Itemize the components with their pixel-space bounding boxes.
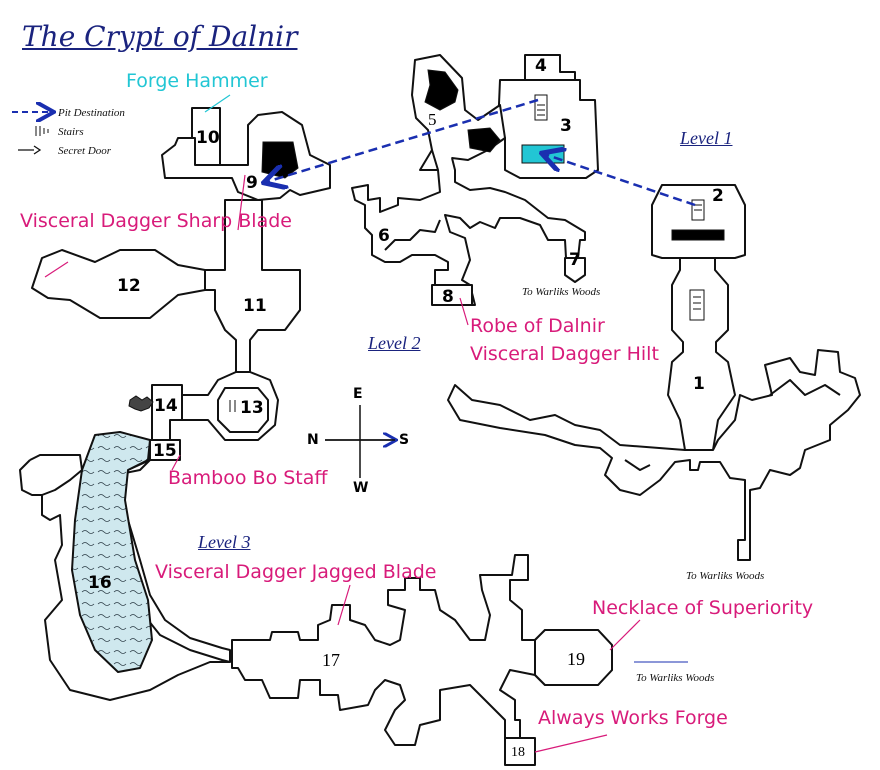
room-number-7: 7 [569,250,581,270]
room-19-outline [534,629,613,686]
room-number-2: 2 [712,186,724,206]
rubble-room-14 [128,395,154,412]
legend-stairs-icon [35,126,49,136]
room-number-19: 19 [567,649,585,669]
level3-cave-inner [19,459,42,496]
level-2-label: Level 2 [368,333,421,353]
legend-secret-door-icon [18,145,42,155]
level-1-label: Level 1 [680,128,733,148]
pit-destination-arrows [266,98,696,663]
room-number-13: 13 [240,398,264,418]
level1-caves [447,349,861,561]
item-hilt: Visceral Dagger Hilt [470,343,659,365]
level-3-label: Level 3 [198,532,251,552]
room-11-corridors [204,199,301,373]
legend-secret-door: Secret Door [58,145,112,157]
room-number-8: 8 [442,287,454,307]
exit-woods-level2: To Warliks Woods [522,286,601,298]
item-sharp-blade: Visceral Dagger Sharp Blade [20,210,292,232]
item-jagged-blade: Visceral Dagger Jagged Blade [155,561,437,583]
room-number-14: 14 [154,396,178,416]
room-number-4: 4 [535,56,547,76]
room-number-6: 6 [378,226,390,246]
room-8-outline [431,284,473,306]
item-bo-staff: Bamboo Bo Staff [168,467,328,489]
room-number-12: 12 [117,276,141,296]
exit-woods-level1: To Warliks Woods [686,570,765,582]
room-number-3: 3 [560,116,572,136]
room-number-16: 16 [88,573,112,593]
room-4-outline [524,54,576,81]
item-necklace: Necklace of Superiority [592,597,814,619]
pool-room-3 [521,144,565,164]
item-robe: Robe of Dalnir [470,315,605,337]
pit-room-9 [261,141,299,179]
room-number-15: 15 [153,441,177,461]
bar-room-2 [671,229,725,241]
room-number-9: 9 [246,173,258,193]
stair-room-3 [534,94,548,121]
room-number-11: 11 [243,296,267,316]
room-16-water [71,431,153,673]
room-1-corridor [667,257,736,451]
stair-marks [229,104,702,412]
legend: Pit Destination Stairs Secret Door [12,107,125,157]
pit-room-5-bottom [467,127,501,153]
level2-passages [351,149,586,306]
room-5-cave [411,54,506,171]
room-number-10: 10 [196,128,220,148]
room-number-17: 17 [322,650,340,670]
item-forge: Always Works Forge [538,707,728,729]
room-15-outline [149,439,181,461]
pit-arrow-2-to-3 [544,154,696,207]
room-18-outline [504,737,536,766]
exit-woods-level3: To Warliks Woods [636,672,715,684]
room-number-18: 18 [511,745,525,760]
compass-e: E [353,386,363,402]
compass [325,405,395,478]
room-number-5: 5 [428,110,437,129]
callout-lines [44,94,641,753]
compass-s: S [399,432,410,448]
compass-n: N [307,432,319,448]
item-forge-hammer: Forge Hammer [126,70,268,92]
pit-room-5-top [424,69,459,111]
legend-stairs: Stairs [58,126,84,138]
map-title: The Crypt of Dalnir [22,20,298,53]
level3-cave-wall [29,454,230,701]
room-13-inner [217,387,269,433]
features [128,69,725,412]
compass-w: W [353,480,369,496]
dungeon-walls [19,54,861,766]
stair-room-1 [689,289,705,321]
room-12-outline [31,249,206,319]
room-number-1: 1 [693,374,705,394]
room-7-outline [564,257,586,283]
legend-pit-destination: Pit Destination [57,107,125,119]
pit-arrow-3-to-9 [266,98,539,182]
